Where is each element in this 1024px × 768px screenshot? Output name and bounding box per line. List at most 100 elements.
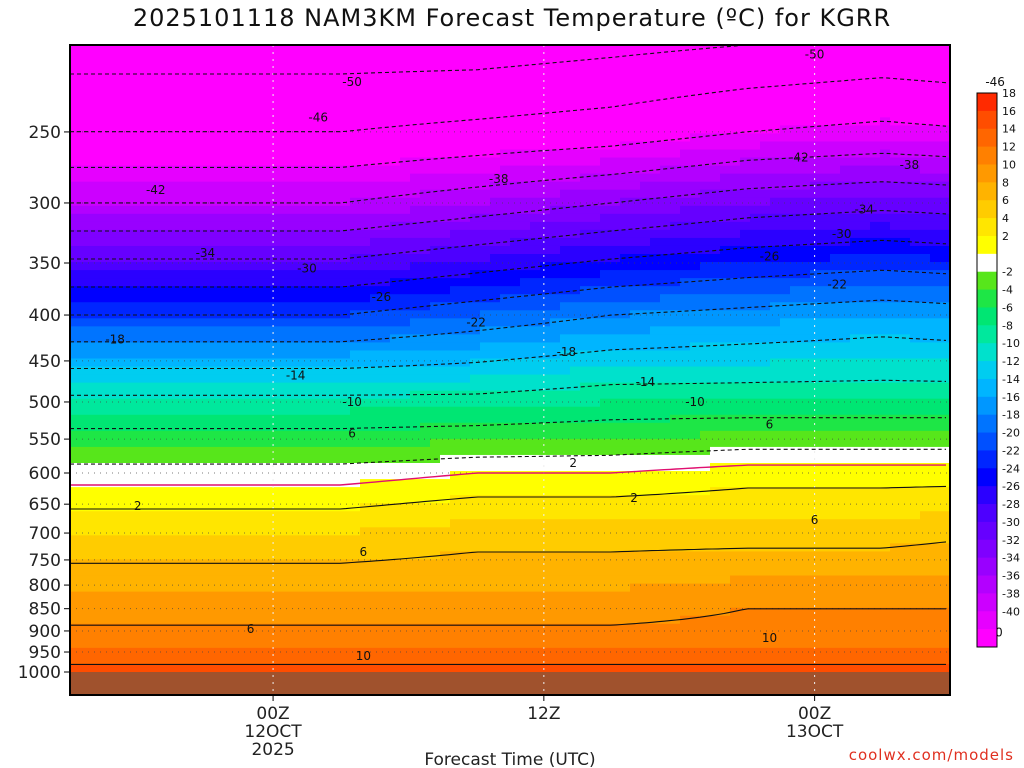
- temperature-cell: [550, 640, 561, 649]
- temperature-cell: [430, 495, 441, 504]
- temperature-cell: [250, 174, 261, 183]
- temperature-cell: [200, 359, 211, 368]
- temperature-cell: [390, 535, 401, 544]
- temperature-cell: [220, 93, 231, 102]
- temperature-cell: [300, 198, 311, 207]
- temperature-cell: [630, 77, 641, 86]
- temperature-cell: [300, 519, 311, 528]
- temperature-cell: [100, 206, 111, 215]
- temperature-cell: [240, 367, 251, 376]
- temperature-cell: [240, 182, 251, 191]
- temperature-cell: [140, 302, 151, 311]
- temperature-cell: [570, 495, 581, 504]
- temperature-cell: [430, 511, 441, 520]
- temperature-cell: [560, 190, 571, 199]
- temperature-cell: [550, 85, 561, 94]
- temperature-cell: [440, 270, 451, 279]
- temperature-cell: [200, 109, 211, 118]
- temperature-cell: [420, 230, 431, 239]
- temperature-cell: [130, 214, 141, 223]
- temperature-cell: [540, 69, 551, 78]
- temperature-cell: [620, 479, 631, 488]
- temperature-cell: [310, 182, 321, 191]
- temperature-cell: [620, 487, 631, 496]
- temperature-cell: [140, 150, 151, 159]
- temperature-cell: [260, 495, 271, 504]
- temperature-cell: [330, 471, 341, 480]
- temperature-cell: [510, 198, 521, 207]
- temperature-cell: [160, 632, 171, 641]
- temperature-cell: [270, 133, 281, 142]
- temperature-cell: [480, 664, 491, 673]
- temperature-cell: [290, 584, 301, 593]
- temperature-cell: [570, 648, 581, 657]
- temperature-cell: [110, 576, 121, 585]
- temperature-cell: [130, 383, 141, 392]
- temperature-cell: [320, 45, 331, 54]
- temperature-cell: [360, 600, 371, 609]
- temperature-cell: [260, 648, 271, 657]
- temperature-cell: [630, 608, 641, 617]
- temperature-cell: [700, 495, 711, 504]
- temperature-cell: [560, 447, 571, 456]
- temperature-cell: [390, 342, 401, 351]
- temperature-cell: [290, 527, 301, 536]
- temperature-cell: [690, 214, 701, 223]
- temperature-cell: [120, 109, 131, 118]
- temperature-cell: [400, 109, 411, 118]
- temperature-cell: [190, 45, 201, 54]
- temperature-cell: [460, 423, 471, 432]
- temperature-cell: [600, 551, 611, 560]
- temperature-cell: [500, 447, 511, 456]
- temperature-cell: [430, 166, 441, 175]
- temperature-cell: [180, 407, 191, 416]
- temperature-cell: [100, 117, 111, 126]
- temperature-cell: [290, 399, 301, 408]
- temperature-cell: [280, 150, 291, 159]
- temperature-cell: [240, 527, 251, 536]
- temperature-cell: [340, 125, 351, 134]
- temperature-cell: [310, 45, 321, 54]
- temperature-cell: [250, 479, 261, 488]
- temperature-cell: [390, 53, 401, 62]
- temperature-cell: [300, 455, 311, 464]
- temperature-cell: [310, 584, 321, 593]
- temperature-cell: [500, 350, 511, 359]
- temperature-cell: [620, 664, 631, 673]
- temperature-cell: [620, 350, 631, 359]
- temperature-cell: [600, 415, 611, 424]
- temperature-cell: [240, 350, 251, 359]
- temperature-cell: [620, 592, 631, 601]
- temperature-cell: [170, 61, 181, 70]
- temperature-cell: [230, 77, 241, 86]
- temperature-cell: [650, 535, 661, 544]
- temperature-cell: [250, 77, 261, 86]
- temperature-cell: [300, 551, 311, 560]
- temperature-cell: [170, 527, 181, 536]
- temperature-cell: [630, 206, 641, 215]
- temperature-cell: [640, 206, 651, 215]
- temperature-cell: [200, 125, 211, 134]
- temperature-cell: [660, 632, 671, 641]
- temperature-cell: [650, 270, 661, 279]
- temperature-cell: [170, 439, 181, 448]
- temperature-cell: [140, 600, 151, 609]
- temperature-cell: [450, 559, 461, 568]
- temperature-cell: [500, 616, 511, 625]
- temperature-cell: [310, 431, 321, 440]
- temperature-cell: [680, 656, 691, 665]
- temperature-cell: [560, 367, 571, 376]
- temperature-cell: [220, 45, 231, 54]
- temperature-cell: [220, 415, 231, 424]
- temperature-cell: [280, 415, 291, 424]
- temperature-cell: [630, 527, 641, 536]
- temperature-cell: [190, 182, 201, 191]
- temperature-cell: [330, 479, 341, 488]
- temperature-cell: [90, 270, 101, 279]
- temperature-cell: [410, 61, 421, 70]
- temperature-cell: [410, 519, 421, 528]
- temperature-cell: [340, 270, 351, 279]
- temperature-cell: [260, 262, 271, 271]
- temperature-cell: [150, 439, 161, 448]
- temperature-cell: [130, 527, 141, 536]
